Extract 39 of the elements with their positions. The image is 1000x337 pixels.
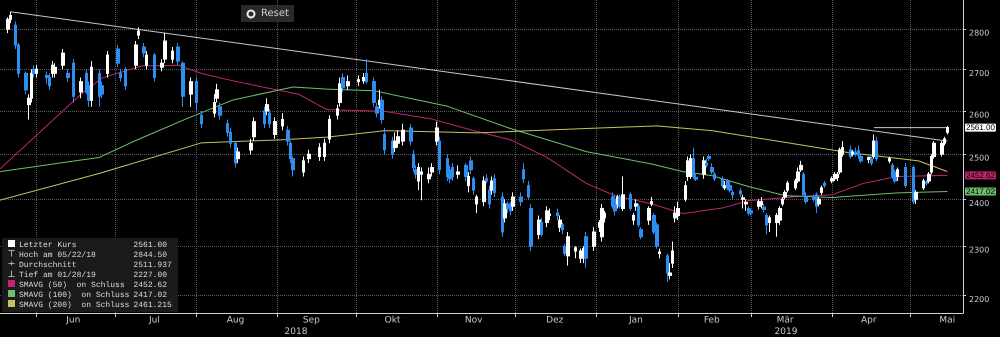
- annotation: Tief am 01/28/19: [18, 270, 97, 280]
- x-tick-label: Sep: [302, 316, 320, 326]
- x-tick-label: Nov: [464, 316, 484, 326]
- x-tick-label: Apr: [861, 316, 877, 326]
- x-tick-label: Jan: [628, 316, 643, 326]
- x-tick-label: Aug: [226, 316, 244, 326]
- legend-label: SMAVG (200) on Schluss: [18, 300, 130, 310]
- annotation: 2417.02: [132, 290, 168, 300]
- annotation: 2417.02: [966, 186, 996, 196]
- annotation: 2461.215: [132, 300, 173, 310]
- annotation: 2452.62: [966, 170, 996, 180]
- annotation: 2561.00: [132, 240, 168, 250]
- annotation: 2844.50: [132, 250, 168, 260]
- y-tick-label: 2300: [969, 246, 990, 255]
- annotation: Reset: [261, 8, 289, 19]
- y-tick-label: 2700: [969, 68, 990, 78]
- y-tick-label: 2400: [969, 198, 990, 208]
- y-tick-label: 2200: [969, 294, 990, 304]
- annotation: 2227.00: [132, 270, 168, 280]
- legend-label: SMAVG (50) on Schluss: [18, 280, 126, 290]
- text: 2019: [774, 327, 798, 337]
- x-tick-label: Jul: [148, 316, 160, 326]
- text: 2018: [284, 327, 308, 337]
- legend-label: SMAVG (100) on Schluss: [18, 290, 130, 300]
- annotation: Hoch am 05/22/18: [18, 250, 97, 260]
- x-tick-label: Okt: [384, 316, 401, 326]
- x-tick-label: Jun: [65, 316, 80, 326]
- x-tick-label: Mär: [776, 316, 794, 326]
- annotation: 2561.00: [966, 123, 996, 132]
- y-tick-label: 2500: [969, 154, 990, 163]
- annotation: 2452.62: [132, 280, 168, 290]
- x-tick-label: Mai: [939, 316, 956, 326]
- annotation: Durchschnitt: [18, 260, 78, 270]
- y-tick-label: 2800: [969, 28, 990, 38]
- x-tick-label: Dez: [546, 316, 564, 326]
- x-tick-label: Feb: [704, 316, 720, 326]
- annotation: 2511.937: [132, 260, 173, 270]
- legend-label: Letzter Kurs: [18, 240, 78, 250]
- y-tick-label: 2600: [969, 110, 990, 120]
